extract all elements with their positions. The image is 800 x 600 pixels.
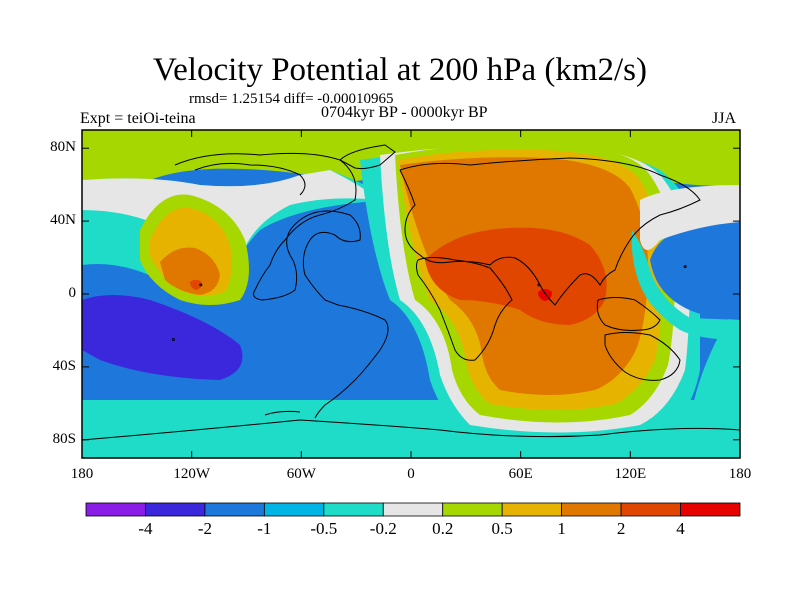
feature-south-pacific-low (171, 338, 175, 342)
field-south-pacific-low (82, 295, 243, 380)
colorbar-swatch (382, 502, 444, 517)
colorbar-swatch (501, 502, 563, 517)
field-afro-asian-dark-orange (425, 227, 607, 325)
antarctica-coast (82, 419, 740, 441)
field-east-pacific-grey (82, 170, 380, 260)
colorbar-swatch (680, 502, 741, 517)
lon-tick-label: 0 (407, 466, 415, 482)
lon-tick-label: 180 (728, 466, 752, 482)
period-label: 0704kyr BP - 0000kyr BP (321, 104, 488, 121)
lon-tick-label: 60E (508, 466, 533, 482)
lon-tick-label: 180 (70, 466, 94, 482)
lat-tick-label: 80N (50, 139, 76, 156)
americas-coast (174, 152, 389, 419)
colorbar-tick-label: 0.5 (491, 519, 513, 538)
colorbar-tick-label: -0.2 (369, 519, 397, 538)
australia (604, 332, 681, 381)
coastlines (82, 144, 740, 441)
maritime-continent (596, 297, 661, 331)
colorbar (85, 502, 741, 517)
colorbar-tick-label: 0.2 (432, 519, 454, 538)
colorbar-swatch (263, 502, 325, 517)
feature-west-pacific-low (683, 265, 687, 269)
colorbar-swatch (561, 502, 622, 517)
colorbar-swatch (85, 502, 146, 517)
field-south-cyan (82, 300, 740, 458)
colorbar-tick-label: 1 (557, 519, 566, 538)
colorbar-tick-label: -4 (138, 519, 153, 538)
lon-tick-label: 120E (614, 466, 647, 482)
colorbar-tick-label: -1 (257, 519, 272, 538)
north-america-interior (194, 162, 306, 196)
colorbar-swatch (204, 502, 265, 517)
field-west-pacific-cyan (631, 230, 740, 340)
field-west-pacific-grey (640, 185, 740, 250)
colorbar-tick-label: -0.5 (310, 519, 338, 538)
stats-text: rmsd= 1.25154 diff= -0.00010965 (189, 91, 394, 107)
map-tick-marks (81, 130, 741, 458)
colorbar-tick-label: 2 (616, 519, 626, 538)
lat-tick-label: 40S (52, 357, 76, 374)
lon-tick-label: 60W (286, 466, 316, 482)
contour-field (82, 130, 740, 458)
colorbar-tick-label: 4 (676, 519, 685, 538)
lat-tick-label: 40N (50, 212, 76, 229)
season-label: JJA (712, 110, 737, 127)
colorbar-swatch (323, 502, 384, 517)
field-west-pacific-low (650, 222, 740, 320)
feature-central-pacific-high (199, 283, 203, 287)
colorbar-swatch (145, 502, 206, 517)
greenland (339, 144, 396, 170)
colorbar-swatch (442, 502, 503, 517)
eurasia-coast (399, 157, 701, 306)
lon-tick-label: 120W (173, 466, 210, 482)
field-central-pacific-orange (160, 247, 220, 295)
plot-title: Velocity Potential at 200 hPa (km2/s) (152, 52, 648, 88)
south-tip (264, 410, 301, 416)
experiment-label: Expt = teiOi-teina (80, 110, 196, 127)
lat-tick-label: 80S (52, 430, 76, 447)
lat-tick-label: 0 (68, 285, 77, 301)
field-central-pacific-peak (190, 279, 202, 290)
colorbar-tick-label: -2 (197, 519, 212, 538)
africa-coast (416, 257, 513, 361)
colorbar-swatch (620, 502, 681, 517)
feature-african-asian-high (537, 283, 541, 287)
